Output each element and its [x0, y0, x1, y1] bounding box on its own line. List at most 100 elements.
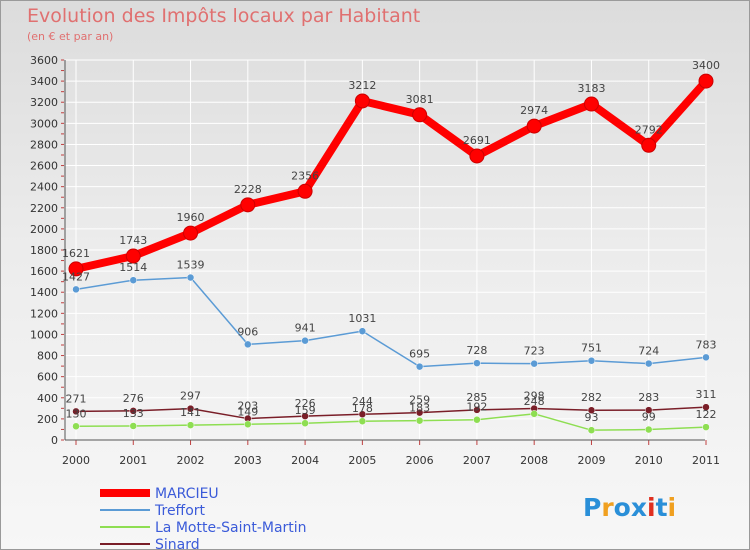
x-tick-label: 2005: [348, 454, 376, 467]
data-label: 285: [466, 391, 487, 404]
data-point: [530, 359, 538, 368]
data-label: 1427: [62, 270, 90, 283]
y-tick-label: 400: [37, 392, 58, 405]
data-point: [698, 73, 714, 89]
legend-label: Sinard: [155, 537, 200, 550]
y-tick-label: 200: [37, 413, 58, 426]
y-tick-label: 2400: [30, 181, 58, 194]
data-point: [415, 416, 424, 425]
data-label: 728: [466, 344, 487, 357]
data-point: [469, 148, 485, 164]
data-label: 3212: [348, 79, 376, 92]
data-label: 283: [638, 391, 659, 404]
data-point: [72, 285, 80, 294]
data-point: [129, 422, 138, 430]
data-point: [587, 406, 596, 414]
y-tick-label: 800: [37, 350, 58, 363]
data-point: [702, 403, 710, 411]
data-label: 226: [295, 397, 316, 410]
data-label: 248: [524, 395, 545, 408]
data-label: 93: [584, 411, 598, 424]
series-line-la-motte-saint-martin: [75, 413, 707, 431]
y-tick-label: 3000: [30, 117, 58, 130]
axes: 0 200 400 600 800 1000 1200 1400 1600 1800 2000 220…: [30, 54, 720, 467]
data-label: 1960: [177, 211, 205, 224]
data-label: 183: [409, 402, 430, 415]
y-tick-label: 2800: [30, 138, 58, 151]
data-point: [72, 422, 80, 431]
data-point: [358, 417, 367, 425]
data-label: 723: [524, 345, 545, 358]
data-label: 99: [642, 411, 656, 424]
data-point: [72, 407, 80, 416]
data-point: [473, 406, 481, 414]
data-label: 297: [180, 390, 201, 403]
legend-label: La Motte-Saint-Martin: [155, 520, 307, 536]
data-point: [644, 359, 653, 368]
data-label: 695: [409, 348, 430, 361]
x-tick-label: 2008: [520, 454, 548, 467]
data-point: [301, 336, 309, 345]
data-point: [644, 425, 653, 434]
data-point: [473, 359, 481, 367]
y-tick-label: 0: [51, 434, 58, 447]
data-label: 259: [409, 394, 430, 407]
legend-label: Treffort: [154, 503, 206, 519]
data-point: [129, 276, 138, 284]
data-label: 3081: [406, 93, 434, 106]
data-point: [641, 137, 657, 153]
data-label: 2974: [520, 104, 548, 117]
data-point: [129, 407, 138, 415]
x-tick-label: 2010: [635, 454, 663, 467]
data-point: [702, 423, 710, 431]
legend-label: MARCIEU: [155, 486, 219, 502]
logo-letter: r: [601, 493, 614, 522]
data-label: 203: [237, 400, 258, 413]
data-label: 192: [466, 401, 487, 414]
data-point: [358, 327, 367, 335]
data-point: [68, 261, 84, 277]
data-point: [583, 96, 599, 112]
data-point: [186, 421, 195, 429]
data-point: [186, 404, 195, 413]
chart-title: Evolution des Impôts locaux par Habitant: [27, 5, 421, 27]
data-label: 906: [237, 325, 258, 338]
data-label: 2792: [635, 123, 663, 136]
logo-letter: i: [668, 493, 677, 522]
y-tick-label: 1600: [30, 265, 58, 278]
logo-letter: P: [583, 493, 601, 522]
x-tick-label: 2011: [692, 454, 720, 467]
y-tick-label: 2600: [30, 160, 58, 173]
x-tick-label: 2001: [119, 454, 147, 467]
x-tick-label: 2003: [234, 454, 262, 467]
series-line-treffort: [75, 276, 707, 368]
data-label: 751: [581, 342, 602, 355]
data-point: [186, 273, 195, 282]
data-point: [183, 225, 199, 241]
logo-text: Proxiti: [583, 493, 676, 522]
data-label: 3183: [577, 82, 605, 95]
data-label: 130: [66, 407, 87, 420]
data-label: 178: [352, 402, 373, 415]
data-point: [301, 419, 309, 427]
data-point: [415, 362, 424, 371]
data-label: 1031: [348, 312, 376, 325]
data-label: 1743: [119, 234, 147, 247]
x-tick-label: 2006: [406, 454, 434, 467]
data-point: [415, 408, 424, 417]
data-label: 122: [696, 408, 717, 421]
y-tick-label: 3400: [30, 75, 58, 88]
data-point: [240, 197, 256, 213]
data-point: [530, 410, 538, 418]
y-tick-label: 3200: [30, 96, 58, 109]
logo-letter: i: [647, 493, 656, 522]
data-point: [244, 420, 252, 429]
data-label: 3400: [692, 59, 720, 72]
y-tick-label: 2000: [30, 223, 58, 236]
data-point: [587, 356, 596, 365]
x-tick-label: 2009: [577, 454, 605, 467]
y-tick-label: 1200: [30, 307, 58, 320]
data-label: 149: [237, 405, 258, 418]
